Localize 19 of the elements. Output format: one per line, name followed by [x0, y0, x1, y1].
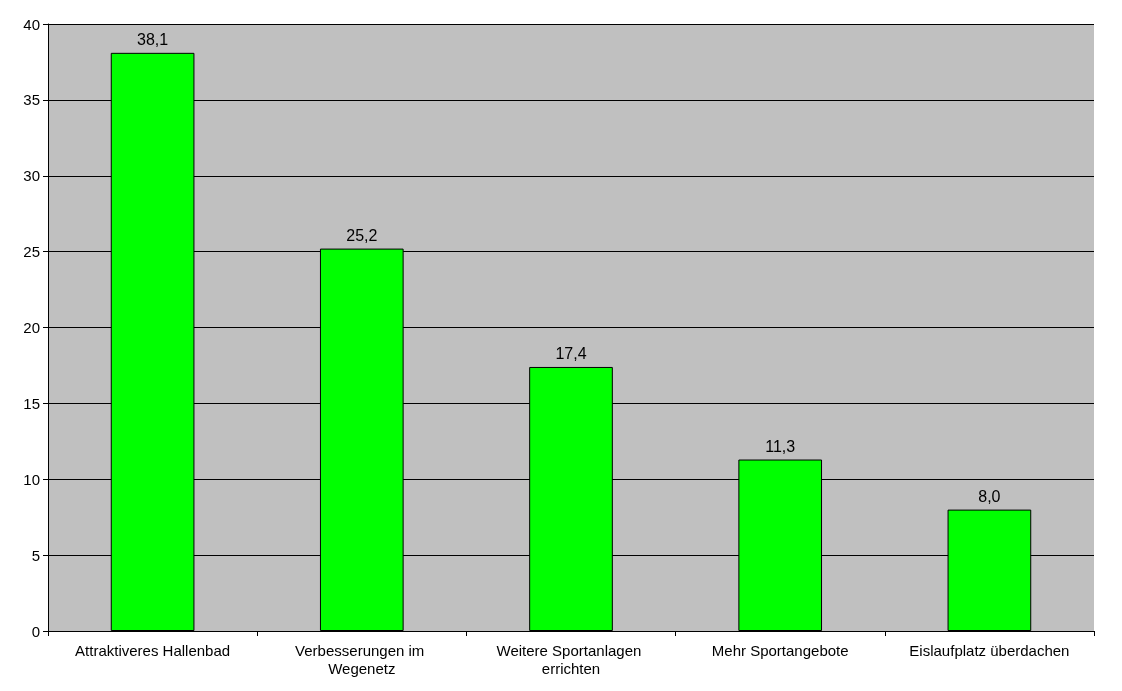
y-tick-label: 30 [23, 167, 40, 185]
y-tick-label: 40 [23, 15, 40, 33]
x-tick-label: Mehr Sportangebote [711, 641, 849, 659]
y-tick-label: 25 [23, 243, 40, 261]
y-tick-label: 0 [31, 622, 40, 640]
x-tick-label: Eislaufplatz überdachen [909, 641, 1070, 659]
y-tick-label: 35 [23, 91, 40, 109]
x-tick-label: Verbesserungen im Wegenetz [295, 641, 429, 677]
data-label: 8,0 [978, 488, 1001, 506]
y-tick-label: 15 [23, 394, 40, 412]
y-tick-label: 10 [23, 470, 40, 488]
data-label: 38,1 [137, 31, 169, 49]
data-label: 11,3 [765, 438, 796, 456]
x-tick-label: Attraktiveres Hallenbad [75, 641, 231, 659]
y-tick-label: 20 [23, 319, 40, 336]
data-label: 17,4 [555, 345, 587, 363]
data-label: 25,2 [346, 227, 378, 245]
x-tick-label: Weitere Sportanlagen errichten [496, 641, 646, 677]
y-tick-label: 5 [31, 546, 40, 564]
